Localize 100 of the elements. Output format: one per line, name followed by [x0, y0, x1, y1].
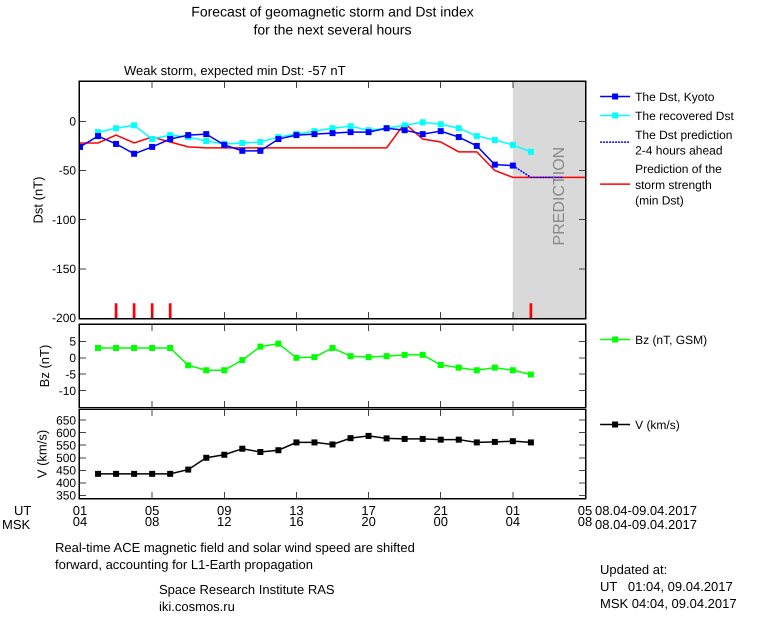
legend-label: Prediction of the storm strength (min Dst) [635, 162, 722, 208]
point [203, 367, 210, 374]
point [492, 137, 498, 144]
point [330, 441, 336, 448]
y-tick-label: 5 [69, 334, 76, 349]
chart-title: Forecast of geomagnetic storm and Dst index for the next several hours [191, 3, 474, 38]
point [131, 344, 138, 351]
point [366, 354, 372, 360]
point [456, 436, 462, 443]
text: Space Research Institute RAS [159, 582, 335, 597]
point [131, 122, 138, 128]
y-tick-label: 450 [56, 464, 76, 478]
point [95, 344, 102, 351]
legend-label: The Dst, Kyoto [635, 90, 715, 104]
point [420, 131, 426, 138]
text: Weak storm, expected min Dst: -57 nT [124, 63, 346, 78]
y-tick-label: 400 [56, 476, 76, 490]
point [149, 344, 156, 351]
y-tick-label: -100 [52, 212, 76, 227]
point [275, 340, 282, 347]
y-axis-title: V (km/s) [34, 430, 50, 478]
point [185, 466, 192, 473]
x2-tick-label: 16 [289, 514, 304, 529]
y-tick-label: -150 [52, 262, 76, 276]
y-tick-label: -10 [58, 384, 76, 398]
point [402, 436, 408, 442]
point [203, 454, 210, 461]
point [528, 439, 534, 446]
point [510, 367, 516, 374]
point [456, 364, 462, 371]
point [366, 432, 372, 439]
text: 08.04-09.04.2017 [595, 503, 697, 518]
y-tick-label: -200 [52, 311, 76, 326]
point [438, 121, 444, 128]
point [149, 144, 156, 150]
point [384, 435, 390, 442]
point [456, 134, 462, 140]
text: iki.cosmos.ru [159, 599, 235, 614]
point [384, 353, 390, 360]
point [131, 150, 138, 157]
y-tick-label: 550 [56, 438, 76, 452]
point [438, 128, 444, 134]
point [348, 353, 354, 360]
point [492, 162, 498, 168]
point [420, 352, 426, 358]
legend-label: The recovered Dst [635, 109, 734, 124]
point [167, 470, 174, 477]
legend-label: Bz (nT, GSM) [635, 333, 708, 348]
point [293, 354, 300, 361]
point [528, 372, 534, 378]
point [330, 130, 336, 136]
point [456, 125, 462, 132]
x2-tick-label: 08 [144, 514, 160, 529]
x2-tick-label: 08 [578, 514, 592, 529]
point [239, 140, 246, 146]
text: Real-time ACE magnetic field and solar wind speed are shifted forward, accounting for L1-Earth propagation [55, 540, 415, 572]
point [492, 364, 498, 371]
point [402, 127, 408, 134]
point [239, 446, 246, 452]
point [95, 470, 102, 477]
point [221, 367, 228, 374]
point [293, 439, 300, 446]
x2-tick-label: 04 [72, 514, 88, 529]
y-tick-label: 0 [69, 114, 76, 129]
point [510, 438, 516, 444]
y-axis-title: Bz (nT) [36, 344, 52, 388]
y-tick-label: -5 [65, 367, 76, 382]
point [167, 136, 174, 142]
x2-tick-label: 12 [217, 514, 232, 529]
y-tick-label: 350 [56, 488, 76, 503]
point [113, 470, 120, 477]
band-label: PREDICTION [551, 146, 568, 246]
point [221, 452, 228, 458]
point [203, 138, 210, 144]
point [257, 138, 264, 145]
text: 08.04-09.04.2017 [595, 517, 697, 532]
point [257, 344, 264, 350]
point [113, 344, 120, 351]
point [474, 133, 480, 140]
x2-axis-title: MSK [2, 517, 30, 532]
point [167, 344, 174, 351]
y-tick-label: 0 [69, 351, 76, 365]
point [528, 148, 534, 155]
x2-tick-label: 20 [361, 514, 376, 529]
y-tick-label: 600 [56, 426, 76, 440]
point [275, 447, 282, 454]
point [95, 133, 102, 140]
point [474, 439, 480, 446]
point [203, 131, 210, 138]
legend-label: V (km/s) [635, 418, 680, 432]
point [348, 435, 354, 442]
y-tick-label: 650 [56, 413, 76, 428]
point [438, 436, 444, 443]
point [330, 344, 336, 351]
point [257, 448, 264, 455]
point [492, 438, 498, 445]
point [113, 125, 120, 132]
point [474, 367, 480, 374]
point [311, 439, 318, 446]
point [348, 123, 354, 130]
